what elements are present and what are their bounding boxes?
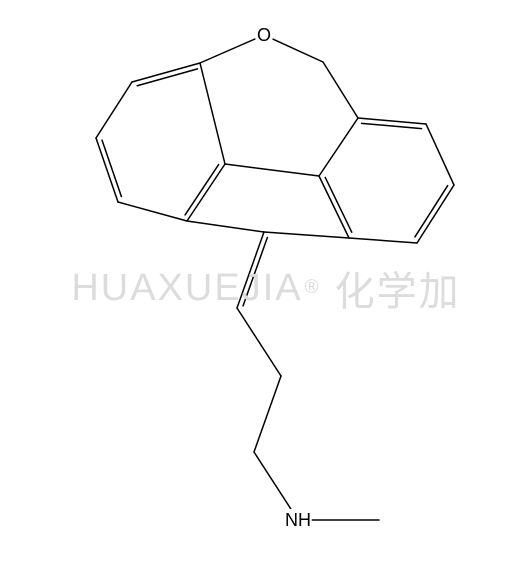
chemical-structure-diagram: O NH [0,0,532,575]
atom-label-o: O [257,25,271,45]
atom-label-nh: NH [285,510,311,530]
